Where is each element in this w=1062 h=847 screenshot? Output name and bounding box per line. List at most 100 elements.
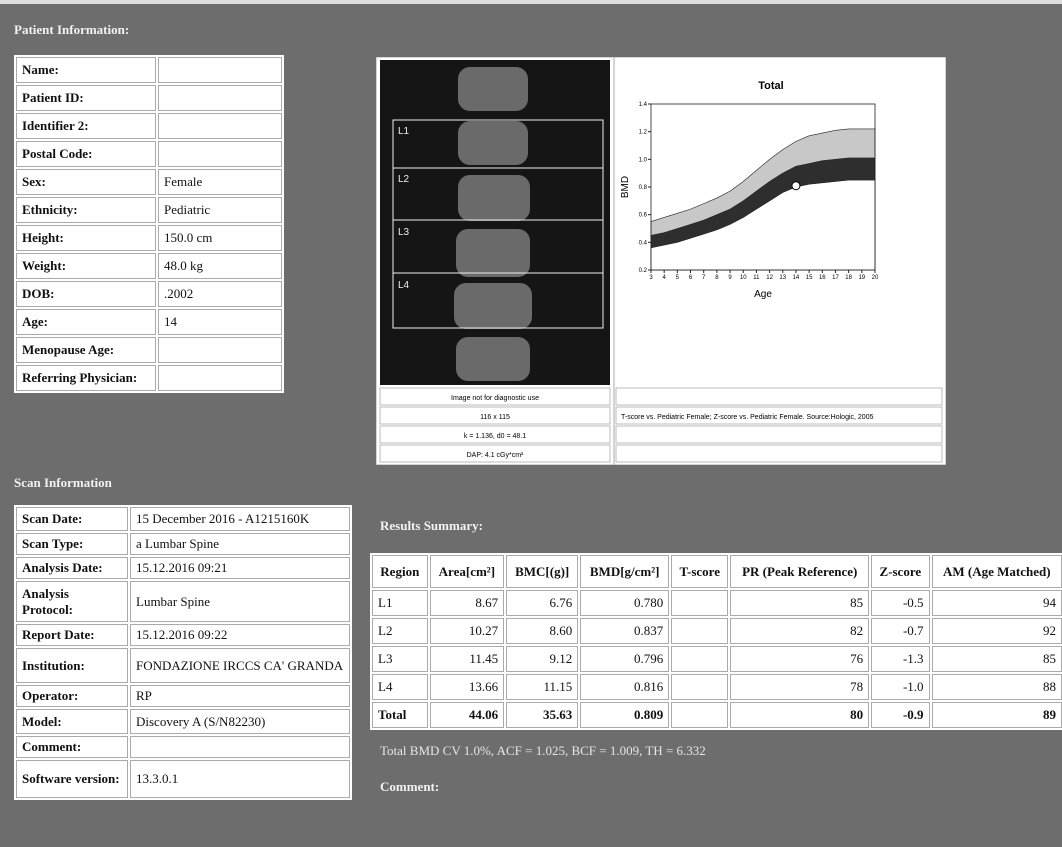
result-cell: 0.809: [580, 702, 669, 728]
field-value: a Lumbar Spine: [130, 533, 350, 555]
x-tick-label: 17: [832, 275, 839, 281]
result-cell: 78: [730, 674, 869, 700]
table-row: Age:14: [16, 309, 282, 335]
caption-cell: [616, 388, 942, 405]
field-label: Analysis Protocol:: [16, 581, 128, 622]
result-cell: -1.0: [871, 674, 929, 700]
y-tick-label: 1.4: [639, 102, 648, 108]
field-value: [158, 113, 282, 139]
result-cell: 11.45: [430, 646, 505, 672]
x-tick-label: 20: [872, 275, 879, 281]
field-label: Patient ID:: [16, 85, 156, 111]
column-header: Area[cm²]: [430, 555, 505, 588]
reference-note: T-score vs. Pediatric Female; Z-score vs…: [621, 414, 874, 421]
table-row: Scan Date:15 December 2016 - A1215160K: [16, 507, 350, 531]
x-tick-label: 13: [779, 275, 786, 281]
column-header: PR (Peak Reference): [730, 555, 869, 588]
field-value: Discovery A (S/N82230): [130, 709, 350, 734]
x-tick-label: 18: [845, 275, 852, 281]
caption: DAP: 4.1 cGy*cm²: [467, 452, 524, 459]
table-row: Postal Code:: [16, 141, 282, 167]
table-row: Height:150.0 cm: [16, 225, 282, 251]
table-row: Model:Discovery A (S/N82230): [16, 709, 350, 734]
field-value: Female: [158, 169, 282, 195]
region-label: L1: [398, 126, 410, 137]
column-header: Z-score: [871, 555, 929, 588]
field-value: Lumbar Spine: [130, 581, 350, 622]
result-cell: -1.3: [871, 646, 929, 672]
section-title: Scan Information: [14, 475, 112, 491]
result-cell: 0.780: [580, 590, 669, 616]
x-tick-label: 11: [753, 275, 760, 281]
result-cell: 9.12: [506, 646, 578, 672]
result-cell: L1: [372, 590, 428, 616]
header-row: RegionArea[cm²]BMC[(g)]BMD[g/cm²]T-score…: [372, 555, 1062, 588]
y-axis-label: BMD: [620, 176, 631, 198]
caption-cell: [616, 426, 942, 443]
field-label: Scan Date:: [16, 507, 128, 531]
result-cell: 94: [932, 590, 1062, 616]
field-label: Report Date:: [16, 624, 128, 646]
result-cell: 89: [932, 702, 1062, 728]
field-value: 14: [158, 309, 282, 335]
result-cell: 6.76: [506, 590, 578, 616]
comment-label: Comment:: [380, 779, 439, 795]
column-header: Region: [372, 555, 428, 588]
table-row: Name:: [16, 57, 282, 83]
patient-table: Name:Patient ID:Identifier 2:Postal Code…: [14, 55, 284, 393]
field-label: Age:: [16, 309, 156, 335]
field-label: Weight:: [16, 253, 156, 279]
result-cell: -0.5: [871, 590, 929, 616]
field-value: [158, 57, 282, 83]
result-cell: L3: [372, 646, 428, 672]
table-row: Analysis Protocol:Lumbar Spine: [16, 581, 350, 622]
field-label: Sex:: [16, 169, 156, 195]
region-label: L3: [398, 227, 410, 238]
result-row: L210.278.600.83782-0.792: [372, 618, 1062, 644]
column-header: BMC[(g)]: [506, 555, 578, 588]
result-cell: 85: [730, 590, 869, 616]
field-value: [158, 337, 282, 363]
field-value: .2002: [158, 281, 282, 307]
scan-table: Scan Date:15 December 2016 - A1215160KSc…: [14, 505, 352, 800]
section-title: Results Summary:: [380, 518, 483, 534]
result-cell: L2: [372, 618, 428, 644]
x-tick-label: 14: [793, 275, 800, 281]
field-value: Pediatric: [158, 197, 282, 223]
result-cell: -0.7: [871, 618, 929, 644]
result-cell: [671, 674, 728, 700]
caption: k = 1.136, d0 = 48.1: [464, 433, 526, 440]
field-value: 15.12.2016 09:21: [130, 557, 350, 579]
field-label: Ethnicity:: [16, 197, 156, 223]
table-row: Operator:RP: [16, 685, 350, 707]
caption-cell: [616, 445, 942, 462]
top-border: [0, 0, 1062, 4]
field-value: [130, 736, 350, 758]
table-row: DOB:.2002: [16, 281, 282, 307]
result-cell: -0.9: [871, 702, 929, 728]
field-label: Institution:: [16, 648, 128, 683]
field-label: DOB:: [16, 281, 156, 307]
field-label: Model:: [16, 709, 128, 734]
x-tick-label: 16: [819, 275, 826, 281]
field-label: Software version:: [16, 760, 128, 798]
field-label: Operator:: [16, 685, 128, 707]
caption: 116 x 115: [480, 414, 510, 421]
field-label: Menopause Age:: [16, 337, 156, 363]
field-label: Analysis Date:: [16, 557, 128, 579]
result-row: L311.459.120.79676-1.385: [372, 646, 1062, 672]
patient-point: [792, 182, 800, 190]
table-row: Sex:Female: [16, 169, 282, 195]
result-cell: 8.67: [430, 590, 505, 616]
result-cell: 8.60: [506, 618, 578, 644]
x-tick-label: 12: [766, 275, 773, 281]
result-cell: [671, 702, 728, 728]
result-cell: 11.15: [506, 674, 578, 700]
x-tick-label: 19: [858, 275, 865, 281]
field-value: RP: [130, 685, 350, 707]
field-value: [158, 141, 282, 167]
y-tick-label: 0.2: [639, 268, 648, 274]
result-cell: [671, 646, 728, 672]
